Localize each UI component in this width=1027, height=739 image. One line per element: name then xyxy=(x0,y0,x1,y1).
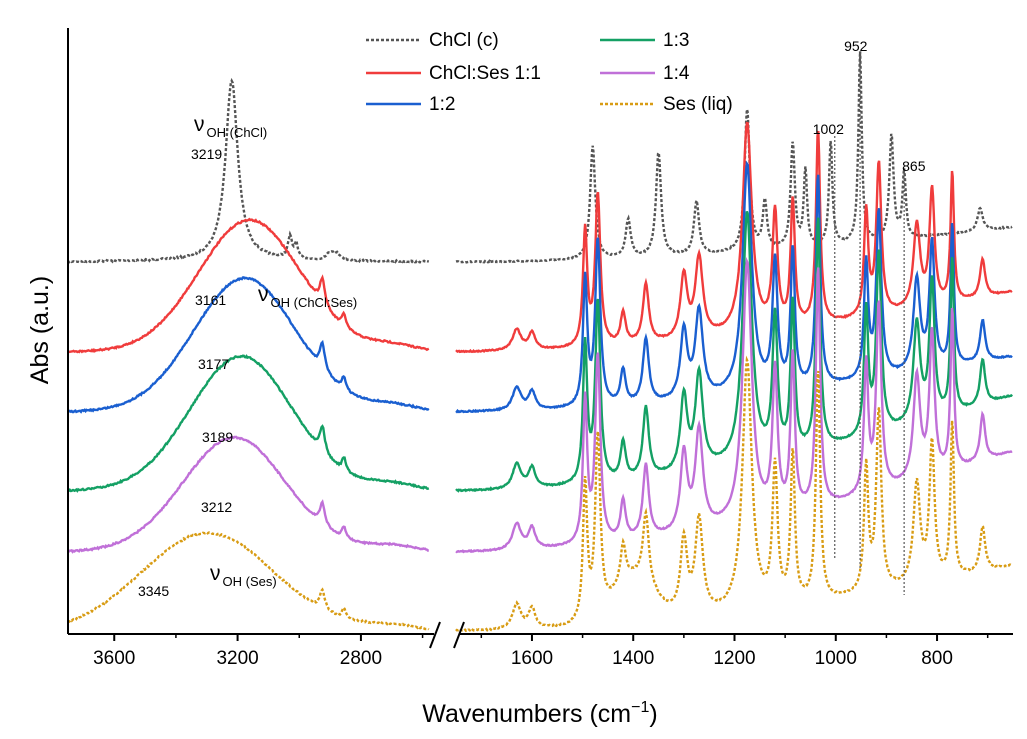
peak-marker-label: 1002 xyxy=(813,121,844,137)
peak-marker-label: 865 xyxy=(902,158,926,174)
series-curve-left xyxy=(67,217,430,354)
y-axis-title: Abs (a.u.) xyxy=(26,276,54,384)
oh-band-label: ν OH (ChCl) xyxy=(194,113,267,140)
legend-label: 1:2 xyxy=(429,94,455,115)
oh-peak-label: 3345 xyxy=(138,583,169,599)
peak-marker-label: 952 xyxy=(844,38,868,54)
nu-symbol: ν xyxy=(210,562,221,585)
oh-peak-label: 3189 xyxy=(202,429,233,445)
legend-label: ChCl:Ses 1:1 xyxy=(429,63,541,84)
x-tick-label: 1600 xyxy=(511,648,553,669)
nu-symbol: ν xyxy=(258,283,269,306)
legend-label: Ses (liq) xyxy=(663,94,733,115)
series-curve-left xyxy=(67,435,429,554)
legend-label: 1:4 xyxy=(663,63,690,84)
axis-break-mark xyxy=(429,621,441,649)
x-axis-title-close: ) xyxy=(649,700,657,728)
x-tick-label: 3600 xyxy=(93,648,135,669)
nu-subscript: OH (ChCl) xyxy=(207,125,268,140)
oh-peak-label: 3219 xyxy=(191,146,222,162)
x-tick-label: 2800 xyxy=(340,648,382,669)
x-axis-title: Wavenumbers (cm−1) xyxy=(422,699,657,728)
oh-band-label: ν OH (Ses) xyxy=(210,562,277,589)
axis-break-mark xyxy=(453,621,465,649)
legend-label: ChCl (c) xyxy=(429,30,499,51)
x-axis-title-text: Wavenumbers (cm xyxy=(422,700,631,728)
oh-peak-label: 3212 xyxy=(201,499,232,515)
series-curve-right xyxy=(455,160,1013,414)
axes: 3600 3200 2800 1600 1400 1200 1000 800 Wavenumbe… xyxy=(26,28,1013,728)
series-curve-right xyxy=(455,210,1013,493)
nu-subscript: OH (Ses) xyxy=(223,574,277,589)
series-curve-right xyxy=(455,121,1013,354)
x-tick-label: 800 xyxy=(921,648,953,669)
series-curve-right xyxy=(455,355,1013,633)
series-curve-left xyxy=(67,530,430,631)
x-tick-label: 1000 xyxy=(815,648,857,669)
series-curve-right xyxy=(455,256,1013,554)
oh-band-label: ν OH (ChCl:Ses) xyxy=(258,283,357,310)
series-curve-right xyxy=(455,51,1013,265)
legend-label: 1:3 xyxy=(663,30,689,51)
series-curve-left xyxy=(67,354,430,493)
nu-symbol: ν xyxy=(194,113,205,136)
legend: ChCl (c) ChCl:Ses 1:1 1:2 1:3 1:4 Ses (liq) xyxy=(366,30,733,115)
nu-subscript: OH (ChCl:Ses) xyxy=(271,295,358,310)
series-curve-left xyxy=(67,276,430,414)
series-curve-left xyxy=(66,77,430,265)
oh-peak-label: 3177 xyxy=(198,356,229,372)
x-tick-label: 3200 xyxy=(216,648,258,669)
spectra-curves xyxy=(66,51,1013,633)
oh-peak-label: 3161 xyxy=(195,292,226,308)
peak-marker-lines: 952 1002 865 xyxy=(813,38,926,595)
x-tick-label: 1400 xyxy=(612,648,654,669)
x-axis-title-superscript: −1 xyxy=(631,699,649,716)
x-tick-label: 1200 xyxy=(713,648,755,669)
